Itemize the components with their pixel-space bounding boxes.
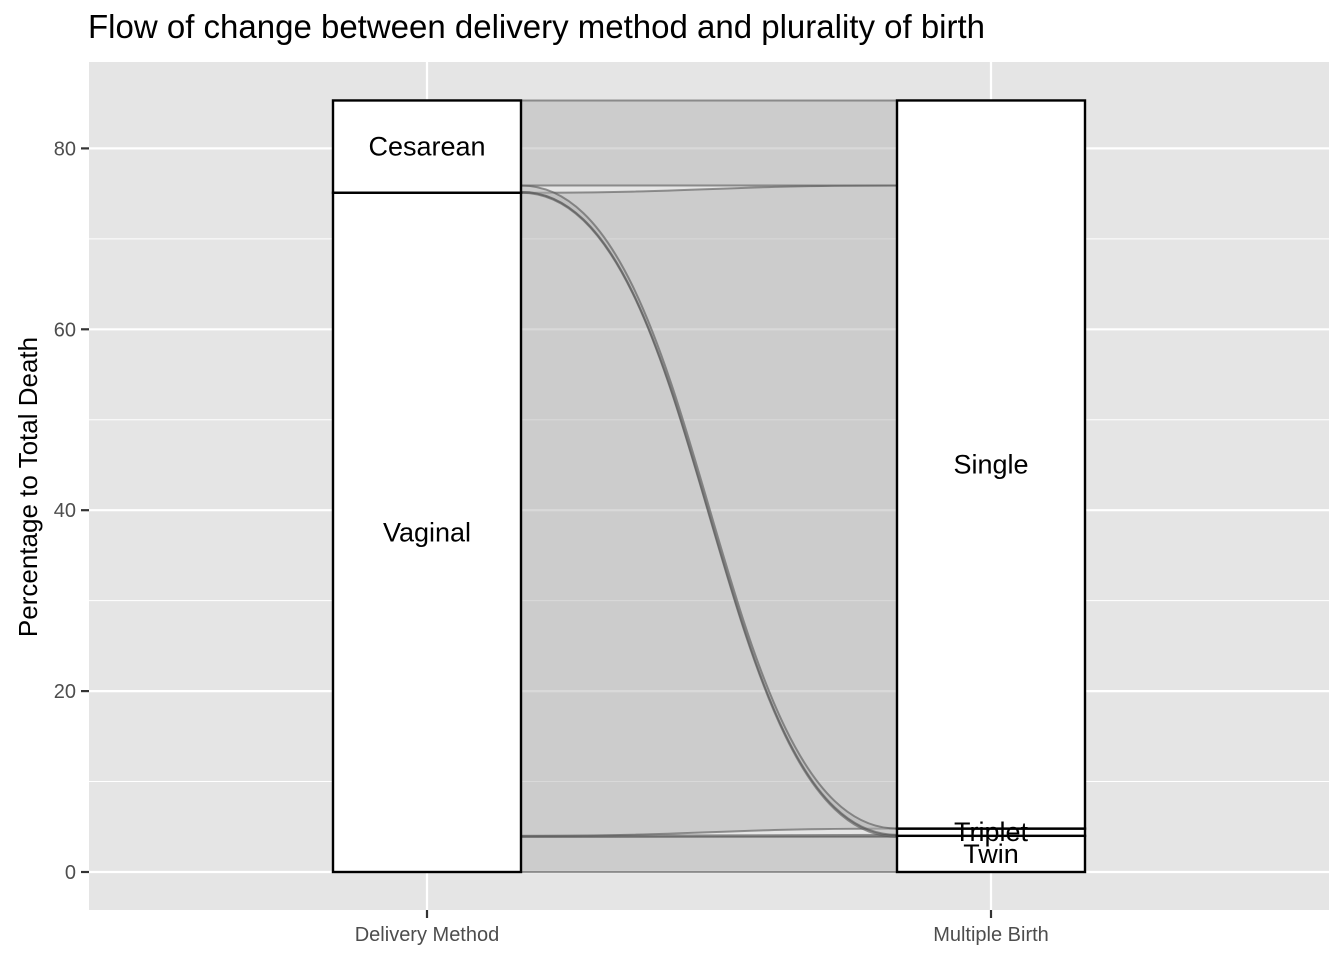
chart-title: Flow of change between delivery method a… (88, 8, 986, 45)
y-axis-title: Percentage to Total Death (13, 337, 43, 637)
flow-cesarean-to-single (520, 99, 898, 187)
y-tick-label-60: 60 (54, 319, 76, 341)
x-tick-label-delivery-method: Delivery Method (355, 924, 500, 946)
y-tick-label-0: 0 (65, 862, 76, 884)
y-tick-label-80: 80 (54, 138, 76, 160)
stratum-label-single: Single (953, 450, 1028, 480)
axes: 0 20 40 60 80 Delivery Method Multiple Birth (54, 138, 1049, 946)
stratum-cesarean (331, 99, 523, 194)
stratum-label-vaginal: Vaginal (383, 517, 471, 547)
flow-vaginal-to-twin (520, 835, 898, 874)
y-tick-label-40: 40 (54, 500, 76, 522)
stratum-label-twin: Twin (963, 839, 1019, 869)
x-tick-label-multiple-birth: Multiple Birth (933, 924, 1049, 946)
flow-ribbons (520, 99, 898, 874)
y-tick-label-20: 20 (54, 681, 76, 703)
stratum-twin (895, 834, 1087, 874)
stratum-vaginal (331, 191, 523, 874)
stratum-single (895, 99, 1087, 830)
stratum-label-cesarean: Cesarean (368, 132, 485, 162)
stratum-label-triplet: Triplet (954, 817, 1029, 847)
